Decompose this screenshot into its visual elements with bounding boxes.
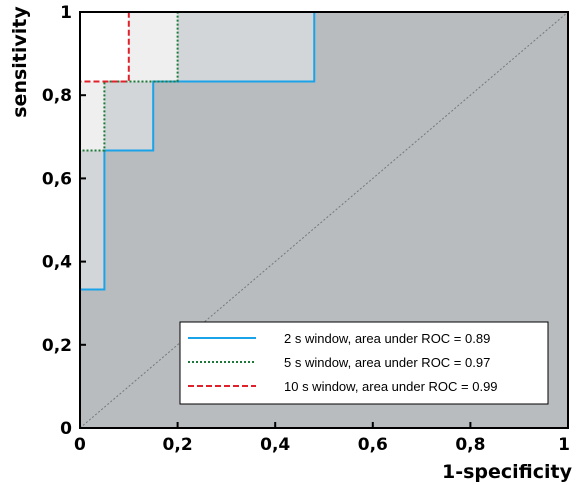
- x-tick-label: 0,2: [163, 435, 193, 455]
- plot-frame: [79, 11, 569, 429]
- roc-curve-2s: [79, 11, 568, 428]
- y-tick-label: 0,2: [42, 336, 72, 356]
- diagonal-reference-line: [79, 11, 569, 429]
- x-tick-label: 0,8: [455, 435, 485, 455]
- legend-label: 5 s window, area under ROC = 0.97: [284, 355, 490, 370]
- legend-label: 2 s window, area under ROC = 0.89: [284, 331, 490, 346]
- x-tick-label: 0,4: [260, 435, 290, 455]
- y-tick-label: 0: [60, 419, 72, 439]
- y-axis-title: sensitivity: [9, 6, 31, 118]
- x-tick-label: 0: [74, 435, 86, 455]
- x-tick-label: 0,6: [358, 435, 388, 455]
- y-tick-label: 0,8: [42, 86, 72, 106]
- x-tick-label: 1: [558, 435, 570, 455]
- y-tick-label: 0,4: [42, 253, 72, 273]
- y-tick-label: 1: [60, 3, 72, 23]
- x-axis-title: 1-specificity: [442, 461, 573, 483]
- legend-label: 10 s window, area under ROC = 0.99: [284, 379, 498, 394]
- y-tick-label: 0,6: [42, 169, 72, 189]
